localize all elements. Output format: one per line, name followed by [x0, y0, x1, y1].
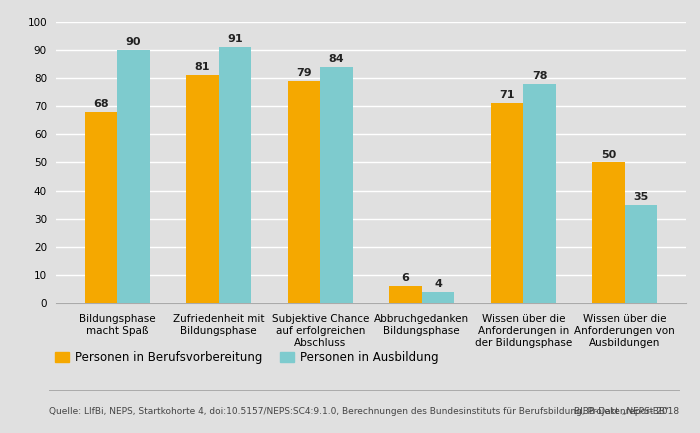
Bar — [491, 103, 524, 303]
Bar — [218, 47, 251, 303]
Text: 84: 84 — [329, 54, 344, 64]
Bar — [186, 75, 218, 303]
Text: 35: 35 — [634, 192, 649, 202]
Bar — [320, 67, 353, 303]
Text: 90: 90 — [125, 37, 141, 47]
Text: 81: 81 — [195, 62, 210, 72]
Text: 78: 78 — [532, 71, 547, 81]
Text: 6: 6 — [402, 273, 409, 284]
Bar — [625, 205, 657, 303]
Bar — [117, 50, 150, 303]
Bar — [288, 81, 320, 303]
Text: 68: 68 — [93, 99, 108, 109]
Bar — [592, 162, 625, 303]
Bar — [389, 286, 422, 303]
Text: BIBB-Datenreport 2018: BIBB-Datenreport 2018 — [574, 407, 679, 416]
Text: Quelle: LIfBi, NEPS, Startkohorte 4, doi:10.5157/NEPS:SC4:9.1.0, Berechnungen de: Quelle: LIfBi, NEPS, Startkohorte 4, doi… — [49, 407, 669, 416]
Text: 91: 91 — [227, 34, 243, 44]
Text: 79: 79 — [296, 68, 312, 78]
Text: 50: 50 — [601, 149, 616, 160]
Text: 4: 4 — [434, 279, 442, 289]
Legend: Personen in Berufsvorbereitung, Personen in Ausbildung: Personen in Berufsvorbereitung, Personen… — [55, 351, 439, 364]
Bar — [85, 112, 117, 303]
Bar — [422, 292, 454, 303]
Text: 71: 71 — [499, 90, 514, 100]
Bar — [524, 84, 556, 303]
